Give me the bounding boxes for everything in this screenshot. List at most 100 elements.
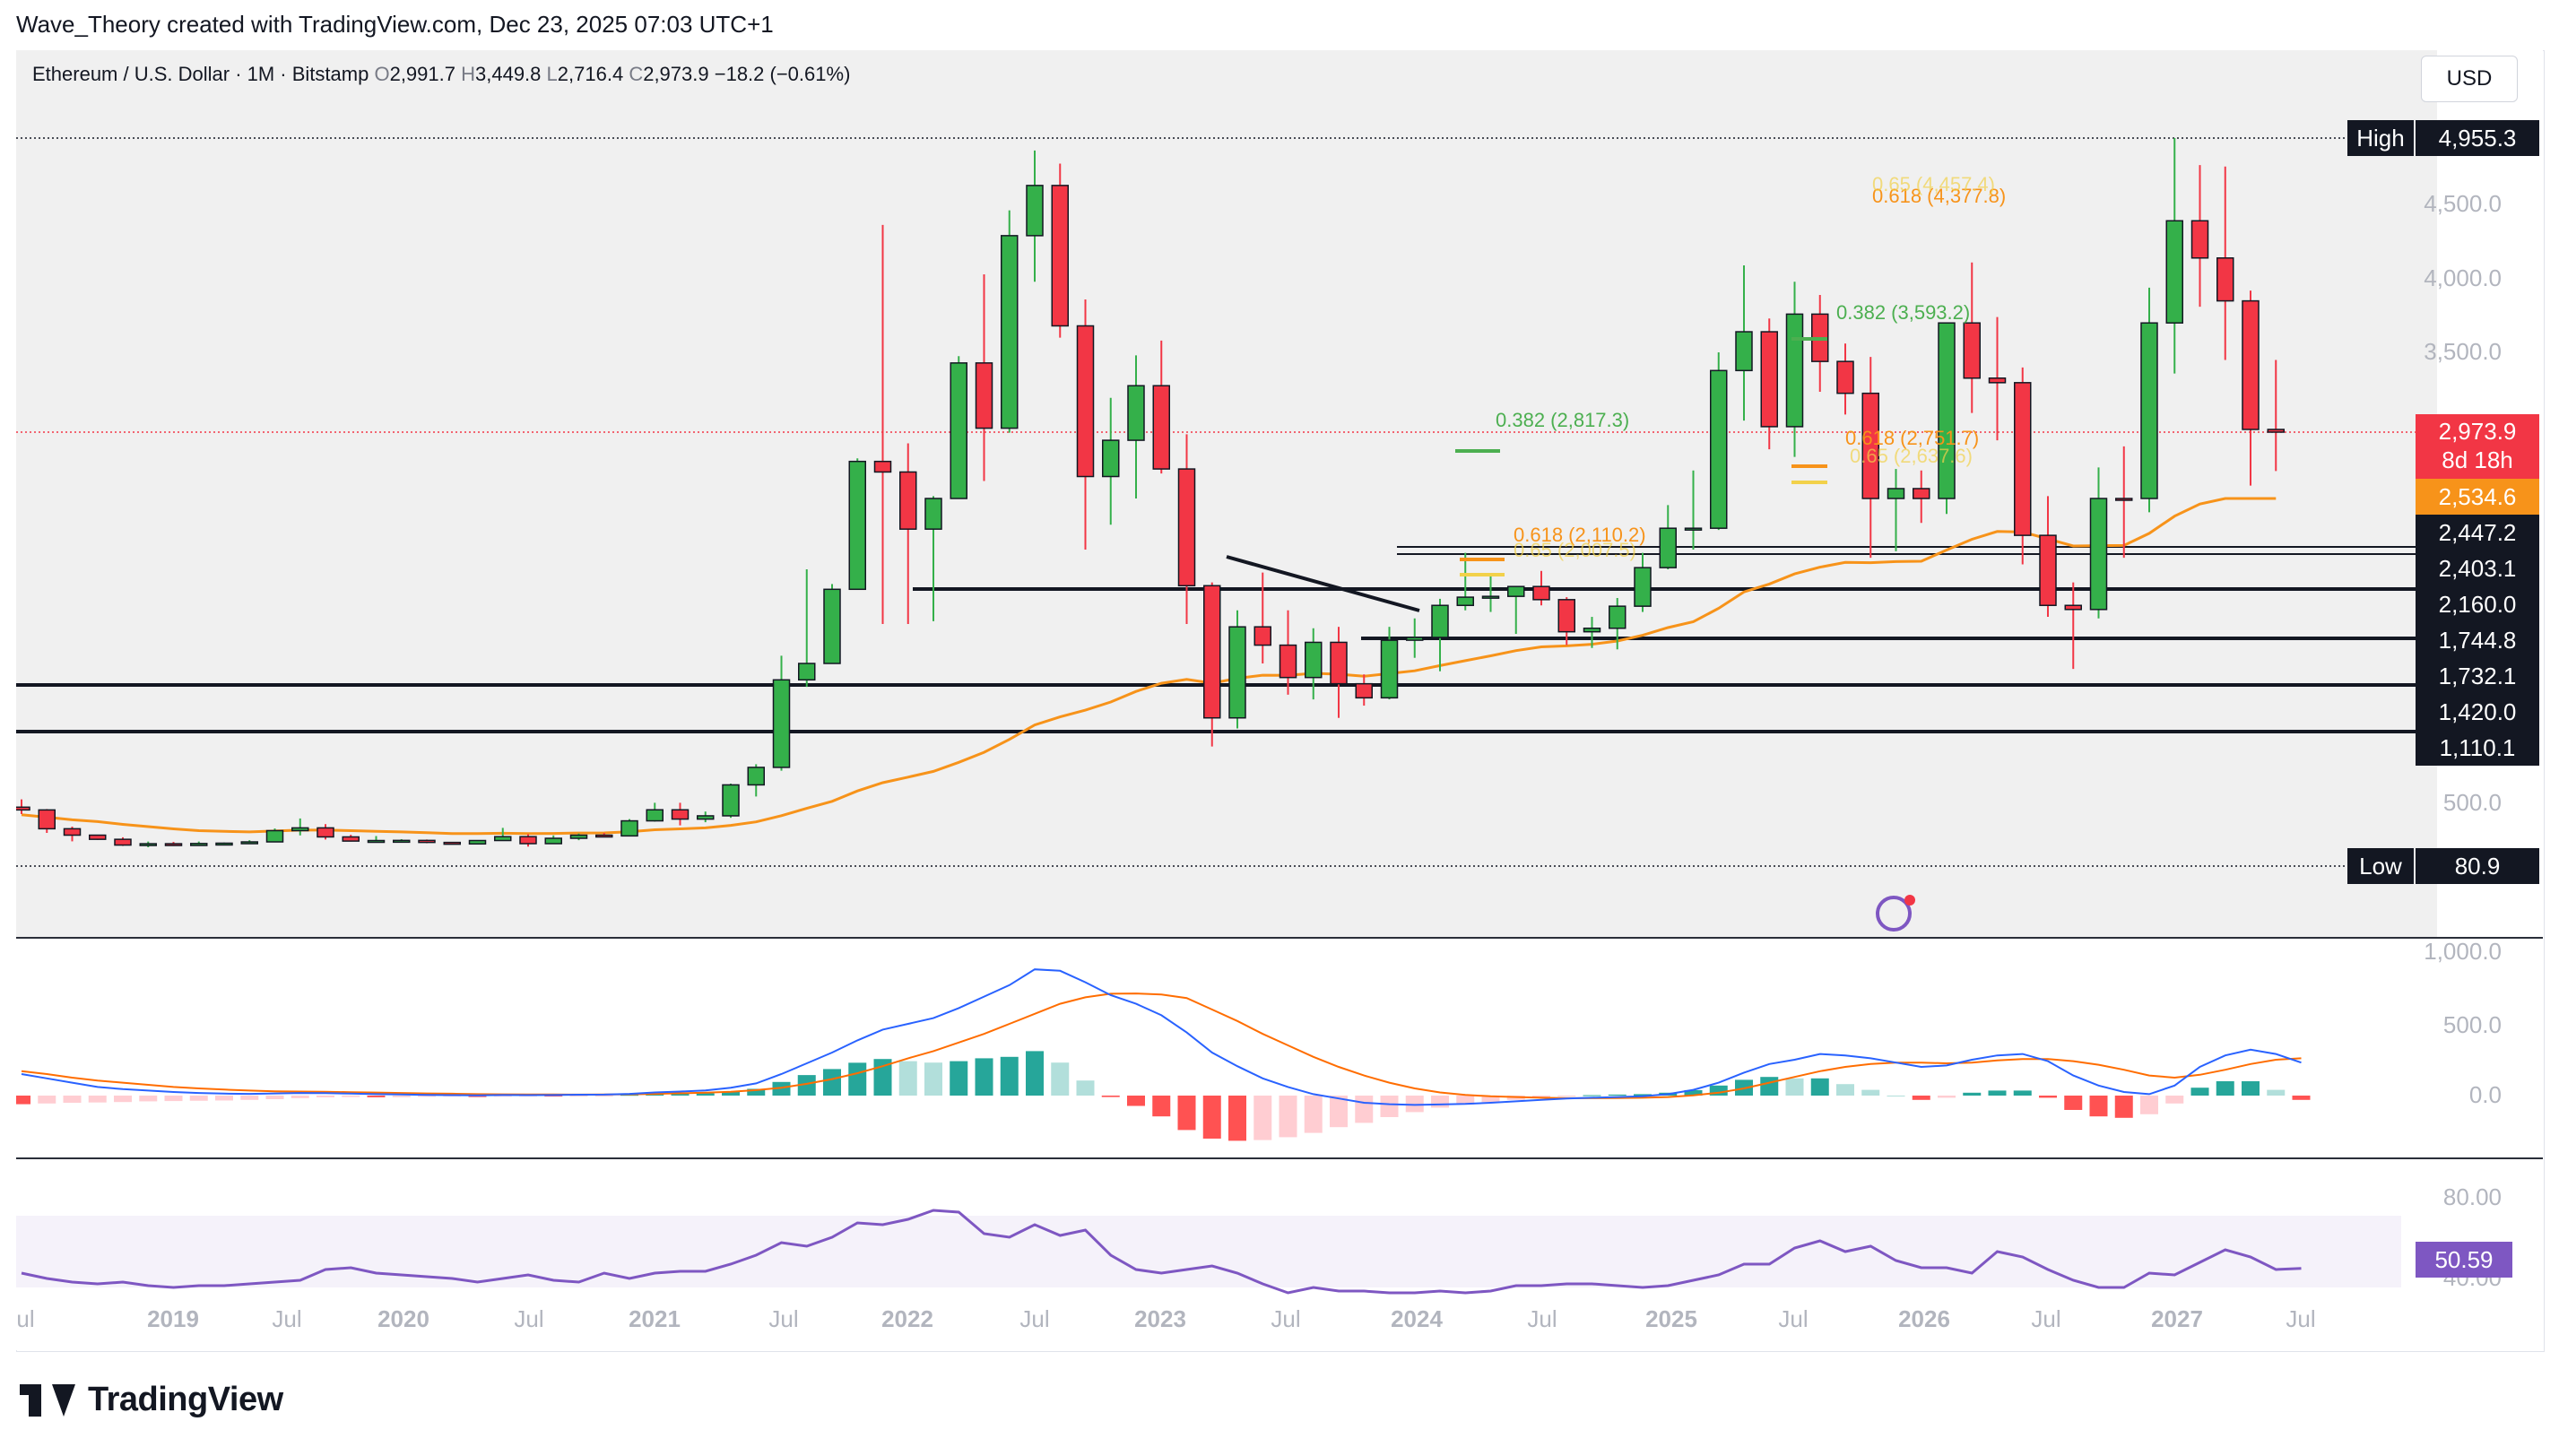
macd-histogram-bar: [950, 1061, 968, 1096]
candle-body: [164, 843, 183, 846]
candle-body: [1887, 488, 1905, 499]
level-badge-box: [2416, 622, 2539, 658]
macd-histogram-bar: [2064, 1096, 2083, 1110]
candle-body: [190, 843, 208, 846]
candle-body: [747, 767, 765, 786]
candle-body: [139, 843, 157, 846]
candle-body: [646, 809, 664, 822]
macd-histogram-bar: [2013, 1090, 2032, 1096]
macd-histogram-bar: [139, 1096, 158, 1102]
candle-body: [2267, 429, 2285, 433]
time-axis-label: 2022: [881, 1305, 933, 1332]
candle-body: [1177, 468, 1196, 587]
macd-histogram-bar: [747, 1088, 766, 1096]
candle-body: [1938, 322, 1956, 499]
candle-body: [1481, 595, 1500, 599]
level-badge-value: 1,732.1: [2439, 663, 2517, 689]
macd-histogram-bar: [1279, 1096, 1297, 1138]
open-label: O: [374, 63, 390, 85]
macd-histogram-bar: [1963, 1092, 1982, 1096]
macd-histogram-bar: [1355, 1096, 1374, 1123]
candle-body: [1380, 639, 1399, 699]
candle-body: [722, 784, 740, 817]
candle-body: [494, 836, 512, 842]
time-axis-label: Jul: [2031, 1305, 2060, 1332]
fib-level-label: 0.618 (4,377.8): [1872, 185, 2006, 207]
macd-histogram-bar: [975, 1058, 993, 1096]
macd-histogram-bar: [2216, 1081, 2234, 1096]
candle-body: [1735, 331, 1753, 372]
currency-button[interactable]: USD: [2421, 56, 2518, 102]
candle-body: [620, 819, 638, 837]
rsi-value: 50.59: [2434, 1246, 2493, 1273]
macd-histogram-bar: [1456, 1096, 1475, 1105]
macd-histogram-bar: [1253, 1096, 1272, 1140]
horizontal-levels: [16, 137, 2437, 867]
candle-body: [342, 836, 360, 842]
level-badge-box: [2416, 586, 2539, 622]
close-label: C: [629, 63, 644, 85]
macd-histogram-bar: [342, 1096, 360, 1097]
trendline: [1226, 555, 1420, 612]
candle-body: [1609, 605, 1626, 629]
candle-body: [1102, 439, 1120, 478]
candle-body: [215, 842, 233, 846]
macd-histogram-bar: [2267, 1089, 2286, 1096]
candle-body: [2190, 220, 2209, 259]
low-label: L: [546, 63, 558, 85]
close-value: 2,973.9: [643, 63, 709, 85]
time-axis-label: 2027: [2151, 1305, 2203, 1332]
macd-histogram-bar: [1051, 1062, 1070, 1096]
macd-histogram-bar: [189, 1096, 208, 1101]
price-axis-label: 500.0: [2443, 789, 2502, 816]
macd-histogram-bar: [2165, 1096, 2184, 1104]
macd-histogram-bar: [1634, 1094, 1652, 1096]
time-axis-label: Jul: [1778, 1305, 1808, 1332]
macd-histogram-bar: [671, 1094, 690, 1096]
macd-histogram-bar: [1152, 1096, 1171, 1117]
candle-body: [114, 838, 132, 846]
level-badge-value: 1,110.1: [2440, 734, 2516, 761]
macd-histogram-bar: [164, 1096, 183, 1102]
macd-axis-label: 1,000.0: [2424, 938, 2502, 965]
candle-body: [1836, 360, 1854, 394]
candle-body: [848, 460, 866, 591]
candle-body: [2039, 534, 2057, 606]
candle-body: [671, 809, 690, 820]
chart-canvas[interactable]: 0.618 (4,377.8)0.65 (4,457.4) 0.382 (3,59…: [16, 50, 2543, 1350]
candle-body: [1785, 313, 1804, 428]
macd-histogram-bar: [620, 1095, 638, 1096]
level-badge-box: [2416, 694, 2539, 730]
candle-body: [240, 841, 258, 845]
time-axis-label: Jul: [1527, 1305, 1557, 1332]
candle-body: [393, 839, 411, 844]
macd-histogram-bar: [1304, 1096, 1323, 1133]
candle-body: [595, 834, 613, 838]
candle-body: [89, 834, 107, 840]
macd-histogram-bar: [1076, 1080, 1095, 1096]
macd-histogram-bar: [1912, 1096, 1930, 1100]
countdown-value: 8d 18h: [2442, 446, 2513, 473]
candle-body: [1001, 235, 1019, 429]
high-badge-value: 4,955.3: [2439, 125, 2517, 152]
candle-body: [1330, 641, 1348, 685]
candle-body: [1026, 185, 1044, 237]
candle-body: [1203, 585, 1221, 719]
candle-body: [265, 829, 284, 843]
level-badge-value: 2,403.1: [2439, 555, 2517, 582]
candle-body: [873, 460, 892, 473]
fib-level-label: 0.382 (3,593.2): [1836, 301, 1970, 324]
candle-body: [1710, 369, 1728, 529]
candle-body: [1406, 637, 1424, 641]
candle-body: [367, 839, 386, 844]
symbol-info: Ethereum / U.S. Dollar · 1M · Bitstamp O…: [32, 63, 850, 86]
candle-body: [1127, 385, 1145, 441]
candle-body: [1684, 527, 1703, 531]
time-axis-label: 2025: [1645, 1305, 1697, 1332]
low-badge-label-box: [2347, 848, 2414, 884]
level-badge-value: 1,744.8: [2439, 627, 2517, 654]
low-badge-value: 80.9: [2455, 853, 2501, 880]
fib-level-label: 0.618 (2,110.2): [1514, 524, 1646, 546]
fib-level-label: 0.382 (2,817.3): [1496, 409, 1629, 431]
high-badge-box: [2416, 120, 2539, 156]
